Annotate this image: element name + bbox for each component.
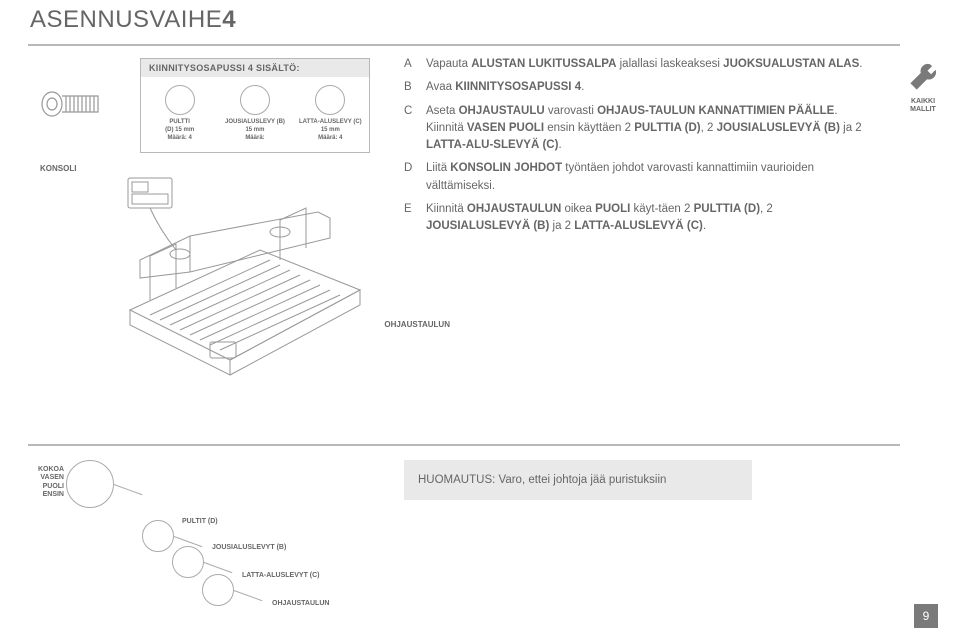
instruction-letter: D [404, 160, 426, 195]
console-label: OHJAUSTAULUN [272, 600, 329, 608]
ohjaustaulun-label: OHJAUSTAULUN [384, 320, 450, 329]
bolt-icon [38, 86, 118, 122]
title-number: 4 [222, 6, 236, 33]
leader-line [234, 590, 263, 601]
leader-line [114, 484, 143, 495]
marker-circle [202, 574, 234, 606]
instruction-text: Vapauta ALUSTAN LUKITUSSALPA jalallasi l… [426, 56, 864, 73]
instruction-text: Kiinnitä OHJAUSTAULUN oikea PUOLI käyt-t… [426, 201, 864, 236]
left-first-label: KOKOA VASEN PUOLI ENSIN [20, 466, 64, 500]
instruction-letter: E [404, 201, 426, 236]
marker-circle [66, 460, 114, 508]
kit-item: JOUSIALUSLEVY (B)15 mmMäärä: [222, 85, 287, 142]
instructions: AVapauta ALUSTAN LUKITUSSALPA jalallasi … [404, 56, 864, 241]
instruction-letter: A [404, 56, 426, 73]
bolts-label: PULTIT (D) [182, 518, 218, 526]
kit-box: KIINNITYSOSAPUSSI 4 SISÄLTÖ: PULTTI(D) 1… [140, 58, 370, 153]
marker-circle [142, 520, 174, 552]
flat-washers-label: LATTA-ALUSLEVYT (C) [242, 572, 320, 580]
instruction-row: DLiitä KONSOLIN JOHDOT työntäen johdot v… [404, 160, 864, 195]
kit-body: PULTTI(D) 15 mmMäärä: 4 JOUSIALUSLEVY (B… [141, 77, 369, 152]
all-models-label: KAIKKI MALLIT [902, 98, 944, 115]
title-prefix: ASENNUSVAIHE [30, 6, 222, 33]
kit-item-label: JOUSIALUSLEVY (B)15 mmMäärä: [225, 119, 285, 142]
note-box: HUOMAUTUS: Varo, ettei johtoja jää puris… [404, 460, 752, 500]
instruction-letter: B [404, 79, 426, 96]
bottom-divider [28, 444, 900, 446]
instruction-letter: C [404, 103, 426, 155]
instruction-text: Avaa KIINNITYSOSAPUSSI 4. [426, 79, 864, 96]
assembly-order-diagram: KOKOA VASEN PUOLI ENSIN PULTIT (D) JOUSI… [30, 460, 410, 600]
kit-circle [165, 85, 195, 115]
instruction-row: BAvaa KIINNITYSOSAPUSSI 4. [404, 79, 864, 96]
kit-header: KIINNITYSOSAPUSSI 4 SISÄLTÖ: [141, 59, 369, 77]
konsoli-label: KONSOLI [40, 164, 76, 173]
spring-washers-label: JOUSIALUSLEVYT (B) [212, 544, 286, 552]
instruction-row: EKiinnitä OHJAUSTAULUN oikea PUOLI käyt-… [404, 201, 864, 236]
leader-line [204, 562, 233, 573]
kit-item-label: LATTA-ALUSLEVY (C)15 mmMäärä: 4 [299, 119, 362, 142]
kit-item: PULTTI(D) 15 mmMäärä: 4 [147, 85, 212, 142]
kit-circle [240, 85, 270, 115]
top-divider [28, 44, 900, 46]
instruction-text: Liitä KONSOLIN JOHDOT työntäen johdot va… [426, 160, 864, 195]
page-title: ASENNUSVAIHE4 [30, 6, 236, 34]
marker-circle [172, 546, 204, 578]
kit-item-label: PULTTI(D) 15 mmMäärä: 4 [165, 119, 194, 142]
all-models-icon: KAIKKI MALLIT [902, 58, 944, 122]
kit-circle [315, 85, 345, 115]
treadmill-diagram: KONSOLI OHJAUSTAULUN [80, 160, 390, 420]
wrench-icon [902, 58, 944, 96]
page-number: 9 [914, 604, 938, 628]
instruction-row: AVapauta ALUSTAN LUKITUSSALPA jalallasi … [404, 56, 864, 73]
kit-item: LATTA-ALUSLEVY (C)15 mmMäärä: 4 [298, 85, 363, 142]
instruction-text: Aseta OHJAUSTAULU varovasti OHJAUS-TAULU… [426, 103, 864, 155]
instruction-row: CAseta OHJAUSTAULU varovasti OHJAUS-TAUL… [404, 103, 864, 155]
